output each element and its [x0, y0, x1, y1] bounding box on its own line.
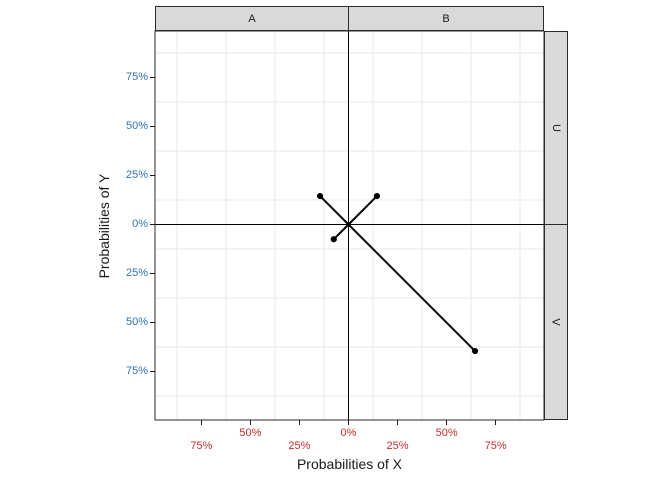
data-point	[471, 347, 479, 355]
data-point	[316, 192, 324, 200]
y-tick-label: 50%	[125, 119, 148, 132]
data-segment	[319, 195, 350, 226]
data-segment	[347, 195, 378, 226]
facet-strip-row-u: U	[544, 31, 568, 225]
x-tick-label: 25%	[386, 439, 409, 452]
data-segment	[347, 223, 476, 352]
y-tick-label: 25%	[125, 267, 148, 280]
y-tick-label: 75%	[125, 70, 148, 83]
facet-strip-column-b: B	[348, 6, 544, 31]
facet-strip-label: B	[442, 12, 450, 25]
x-tick-label: 0%	[340, 426, 357, 439]
facet-strip-column-a: A	[155, 6, 349, 31]
y-tick-label: 75%	[125, 365, 148, 378]
x-tick-label: 50%	[239, 426, 262, 439]
x-tick-label: 75%	[484, 439, 507, 452]
y-tick-label: 50%	[125, 316, 148, 329]
data-point	[330, 236, 337, 243]
facet-strip-label: U	[549, 124, 562, 132]
data-segment	[333, 223, 350, 240]
y-tick-label: 0%	[132, 218, 148, 230]
y-tick-label: 25%	[125, 168, 148, 181]
x-axis-title: Probabilities of X	[296, 456, 403, 472]
data-point	[373, 192, 381, 200]
facet-strip-label: V	[550, 318, 562, 326]
facet-strip-row-v: V	[544, 224, 568, 420]
x-tick-label: 25%	[288, 439, 311, 452]
x-tick-label: 50%	[435, 426, 458, 439]
x-tick-label: 75%	[190, 439, 213, 452]
facet-strip-label: A	[248, 12, 256, 25]
